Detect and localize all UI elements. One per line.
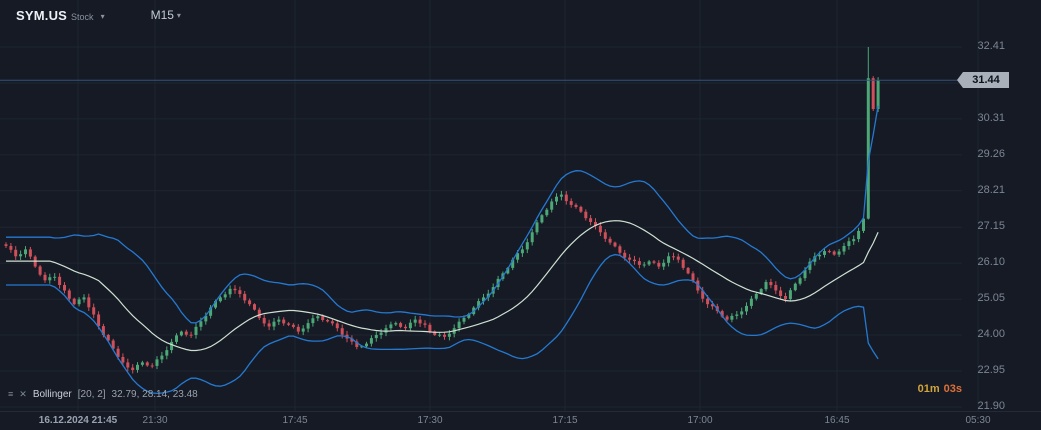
time-axis-label: 05:30 — [965, 415, 991, 426]
chart-header: SYM.US Stock ▾ M15 ▾ — [16, 8, 181, 23]
time-axis-label: 17:45 — [282, 415, 308, 426]
time-axis-label: 17:15 — [552, 415, 578, 426]
time-axis[interactable]: 16.12.2024 21:45 21:30 17:45 17:30 17:15 17:0… — [0, 411, 1041, 430]
price-axis-label: 26.10 — [977, 256, 1005, 268]
current-price-tag: 31.44 — [957, 72, 1009, 88]
indicator-legend: ≡ ✕ Bollinger [20, 2] 32.79, 28.14, 23.4… — [8, 389, 198, 400]
indicator-params: [20, 2] — [77, 389, 106, 400]
indicator-name: Bollinger — [32, 389, 72, 400]
current-price-value: 31.44 — [972, 74, 1000, 86]
symbol-name: SYM.US — [16, 8, 68, 23]
time-axis-label: 16.12.2024 21:45 — [38, 415, 118, 426]
time-axis-label: 21:30 — [142, 415, 168, 426]
timeframe-selector[interactable]: M15 ▾ — [151, 8, 181, 22]
indicator-values: 32.79, 28.14, 23.48 — [111, 389, 198, 400]
price-axis-label: 30.31 — [977, 112, 1005, 124]
price-axis-label: 27.15 — [977, 220, 1005, 232]
time-axis-label: 17:30 — [417, 415, 443, 426]
candle-countdown: 01m 03s — [918, 383, 962, 395]
countdown-seconds: 03s — [943, 383, 962, 395]
indicator-settings-icon[interactable]: ≡ — [8, 389, 14, 399]
price-axis[interactable]: 32.41 30.31 29.26 28.21 27.15 26.10 25.05 24.00… — [961, 0, 1041, 412]
price-axis-label: 32.41 — [977, 40, 1005, 52]
symbol-selector[interactable]: SYM.US Stock ▾ — [16, 8, 105, 23]
countdown-minutes: 01m — [917, 383, 940, 395]
time-axis-label: 16:45 — [824, 415, 850, 426]
chevron-down-icon: ▾ — [176, 11, 181, 20]
price-axis-label: 24.00 — [977, 328, 1005, 340]
timeframe-label: M15 — [150, 8, 174, 22]
price-axis-label: 22.95 — [977, 364, 1005, 376]
price-axis-label: 29.26 — [977, 148, 1005, 160]
price-axis-label: 25.05 — [977, 292, 1005, 304]
chevron-down-icon: ▾ — [100, 12, 105, 21]
price-axis-label: 21.90 — [977, 400, 1005, 412]
price-axis-label: 28.21 — [977, 184, 1005, 196]
indicator-remove-icon[interactable]: ✕ — [19, 389, 27, 399]
time-axis-label: 17:00 — [687, 415, 713, 426]
instrument-type-label: Stock — [71, 12, 94, 22]
